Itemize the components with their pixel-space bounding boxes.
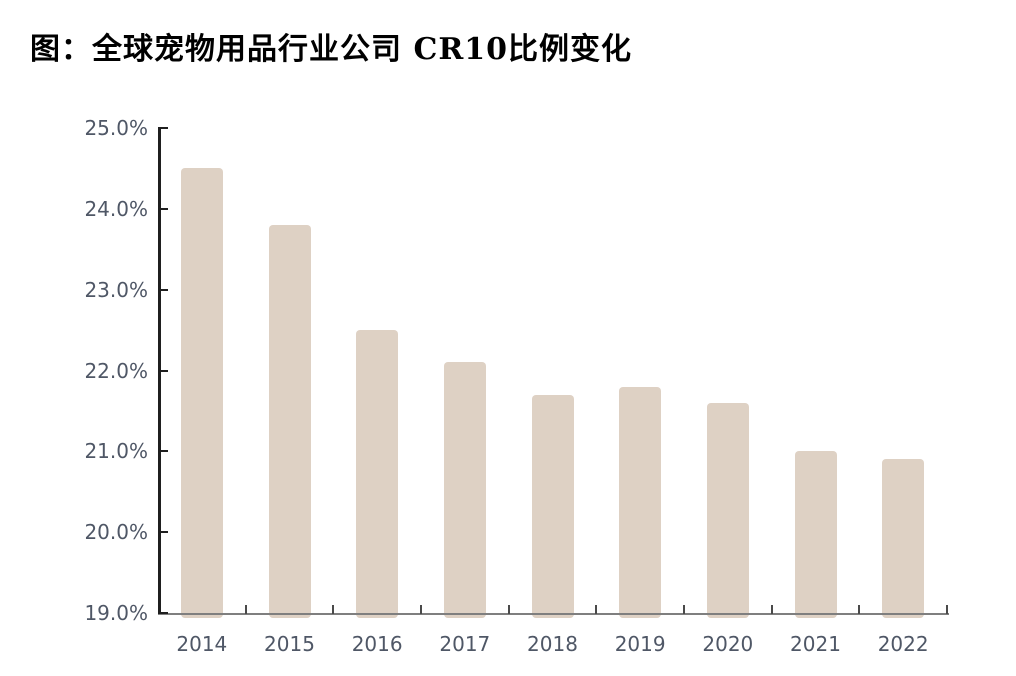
x-axis-label-2016: 2016 (351, 632, 403, 656)
y-axis-tick (158, 531, 168, 534)
x-axis-tick (858, 605, 861, 614)
x-axis-label-2014: 2014 (176, 632, 228, 656)
bar-2014 (180, 168, 223, 618)
x-axis-tick (507, 605, 510, 614)
y-axis-tick (158, 127, 168, 129)
y-axis-label-24.0%: 24.0% (84, 196, 148, 221)
y-axis-tick (158, 612, 168, 614)
bar-2016 (356, 330, 399, 618)
x-axis-line (158, 613, 949, 615)
x-axis-label-2022: 2022 (877, 632, 929, 656)
x-axis-tick (420, 605, 422, 614)
y-axis-tick (158, 450, 168, 453)
x-axis-label-2018: 2018 (527, 632, 578, 656)
y-axis-label-19.0%: 19.0% (84, 601, 148, 625)
x-axis-tick (244, 605, 247, 614)
y-axis-tick (158, 207, 168, 210)
y-axis-label-22.0%: 22.0% (84, 358, 148, 383)
y-axis-tick (158, 369, 168, 372)
y-axis-label-20.0%: 20.0% (84, 520, 148, 545)
bar-2020 (706, 402, 749, 618)
y-axis-label-21.0%: 21.0% (84, 439, 148, 464)
x-axis-label-2019: 2019 (614, 632, 666, 656)
chart-title: 图：全球宠物用品行业公司 CR10比例变化 (30, 32, 633, 67)
y-axis-tick (158, 288, 168, 291)
x-axis-label-2021: 2021 (790, 632, 841, 656)
x-axis-tick (683, 605, 685, 614)
bar-2015 (268, 225, 311, 618)
x-axis-tick (332, 605, 335, 614)
bar-2021 (794, 451, 837, 618)
bar-2019 (619, 386, 662, 618)
bar-2022 (882, 459, 925, 618)
y-axis-label-25.0%: 25.0% (84, 116, 148, 140)
bar-2018 (531, 394, 574, 618)
x-axis-tick (946, 605, 948, 614)
x-axis-label-2015: 2015 (264, 632, 315, 656)
y-axis-label-23.0%: 23.0% (84, 277, 148, 302)
x-axis-tick (770, 605, 773, 614)
x-axis-tick (595, 605, 598, 614)
bar-2017 (443, 362, 486, 618)
y-axis-line (158, 128, 161, 615)
x-axis-label-2020: 2020 (702, 632, 754, 656)
x-axis-label-2017: 2017 (439, 632, 491, 656)
